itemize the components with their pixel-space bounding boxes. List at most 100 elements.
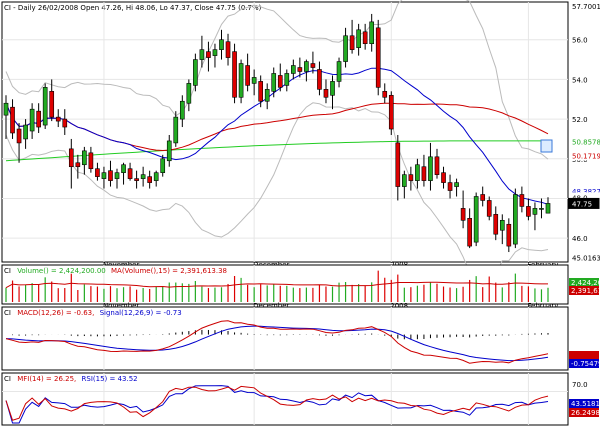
volume-legend-ma: MA(Volume(),15) = 2,391,613.38 xyxy=(111,267,227,275)
candle-body xyxy=(36,110,41,128)
price-ytick-label: 46.0 xyxy=(572,235,588,243)
volume-legend-ci: CI xyxy=(4,267,11,275)
candle-body xyxy=(3,102,9,116)
candle-body xyxy=(225,41,231,58)
price-tag: 50.8578 xyxy=(569,136,600,147)
price-tag-text: 50.1719 xyxy=(572,152,600,160)
candle-body xyxy=(428,156,433,181)
price-tag-bg xyxy=(569,150,599,161)
candle-body xyxy=(251,77,257,84)
candle-body xyxy=(506,223,512,247)
candle-body xyxy=(291,65,296,74)
candle-body xyxy=(140,174,146,179)
candle-body xyxy=(245,65,250,86)
candle-body xyxy=(75,162,81,168)
candle-body xyxy=(539,208,544,210)
candle-body xyxy=(29,108,35,132)
price-tag: 50.1719 xyxy=(569,150,600,161)
candle-body xyxy=(23,124,28,140)
macd-tag xyxy=(569,351,599,360)
price-panel xyxy=(1,1,569,263)
candle-body xyxy=(513,194,518,245)
macd-legend-macd: MACD(12,26) = -0.63, xyxy=(17,309,94,317)
price-tag-text: 50.8578 xyxy=(572,139,600,147)
price-tag-bg xyxy=(569,185,599,196)
candle-body xyxy=(153,172,159,181)
volume-legend-volume: Volume() = 2,424,200.00 xyxy=(17,267,106,275)
volume-tag: 2,424,200 xyxy=(569,278,600,287)
price-tag-bg xyxy=(569,1,599,11)
candle-body xyxy=(519,194,525,207)
candle-body xyxy=(277,75,283,88)
candle-body xyxy=(369,21,375,45)
volume-xtick-label: November xyxy=(103,302,140,310)
volume-legend: CI Volume() = 2,424,200.00 MA(Volume(),1… xyxy=(4,267,227,275)
candle-body xyxy=(49,91,55,118)
candle-body xyxy=(88,152,94,170)
price-tag: 47.75 xyxy=(568,197,600,209)
candle-body xyxy=(173,116,179,144)
candle-body xyxy=(336,61,342,82)
candle-body xyxy=(212,49,218,56)
candle-body xyxy=(467,218,472,247)
candle-body xyxy=(42,87,48,126)
ma200-line xyxy=(5,140,548,162)
price-ytick-label: 56.0 xyxy=(572,37,588,45)
candle-body xyxy=(362,31,368,45)
mfi-tag: 43.5181 xyxy=(569,399,600,408)
volume-tag-text: 2,424,200 xyxy=(571,279,600,287)
candle-body xyxy=(323,89,329,98)
selection-marker[interactable] xyxy=(540,139,553,153)
candle-body xyxy=(101,172,107,179)
candle-body xyxy=(82,150,87,166)
mfi-tag-bg xyxy=(569,399,599,408)
macd-legend: CI MACD(12,26) = -0.63, Signal(12,26,9) … xyxy=(4,309,182,317)
volume-tag-bg xyxy=(569,278,599,287)
candle-body xyxy=(375,27,381,88)
candle-body xyxy=(499,219,505,231)
candle-body xyxy=(415,164,420,181)
mfi-rsi-legend: CI MFI(14) = 26.25, RSI(15) = 43.52 xyxy=(4,375,138,383)
mfi-tag: 26.2498 xyxy=(569,408,600,417)
candle-body xyxy=(62,118,68,128)
candle-body xyxy=(108,170,113,181)
bollinger-lower-line xyxy=(5,102,549,277)
price-tag-bg xyxy=(569,136,599,147)
candle-body xyxy=(304,61,309,72)
candle-body xyxy=(486,200,492,217)
price-tag: 57.7001 xyxy=(569,1,600,11)
candle-body xyxy=(219,39,224,50)
price-ytick-label: 52.0 xyxy=(572,116,588,124)
mfi-tag-text: 26.2498 xyxy=(571,409,600,417)
candle-body xyxy=(95,168,100,177)
candle-body xyxy=(264,89,270,102)
candle-body xyxy=(330,81,335,96)
candle-body xyxy=(460,208,466,221)
price-tag-text: 45.0163 xyxy=(572,255,600,263)
mfi-legend-mfi: MFI(14) = 26.25, xyxy=(17,375,76,383)
mfi-legend-rsi: RSI(15) = 43.52 xyxy=(82,375,138,383)
candle-body xyxy=(532,208,538,215)
volume-ma-line xyxy=(5,281,548,289)
candle-body xyxy=(179,100,185,120)
candle-body xyxy=(343,35,348,62)
mfi-tag-text: 43.5181 xyxy=(571,400,600,408)
candle-body xyxy=(310,63,316,68)
candle-body xyxy=(16,128,22,144)
ma20-line xyxy=(5,67,549,205)
candle-body xyxy=(193,59,198,86)
rsi-line xyxy=(5,385,549,424)
candle-body xyxy=(480,194,486,201)
price-tag: 48.3827 xyxy=(569,185,600,196)
volume-tag-text: 2,391,613 xyxy=(571,287,600,295)
candle-body xyxy=(441,172,446,183)
macd-tag: -0.75479 xyxy=(569,359,600,368)
candle-body xyxy=(238,63,244,98)
candle-body xyxy=(232,51,237,98)
candle-body xyxy=(258,81,263,102)
macd-tag-bg xyxy=(569,351,599,360)
candle-body xyxy=(166,140,172,162)
candle-body xyxy=(199,49,205,60)
mfi-legend-ci: CI xyxy=(4,375,11,383)
candle-body xyxy=(206,51,211,58)
